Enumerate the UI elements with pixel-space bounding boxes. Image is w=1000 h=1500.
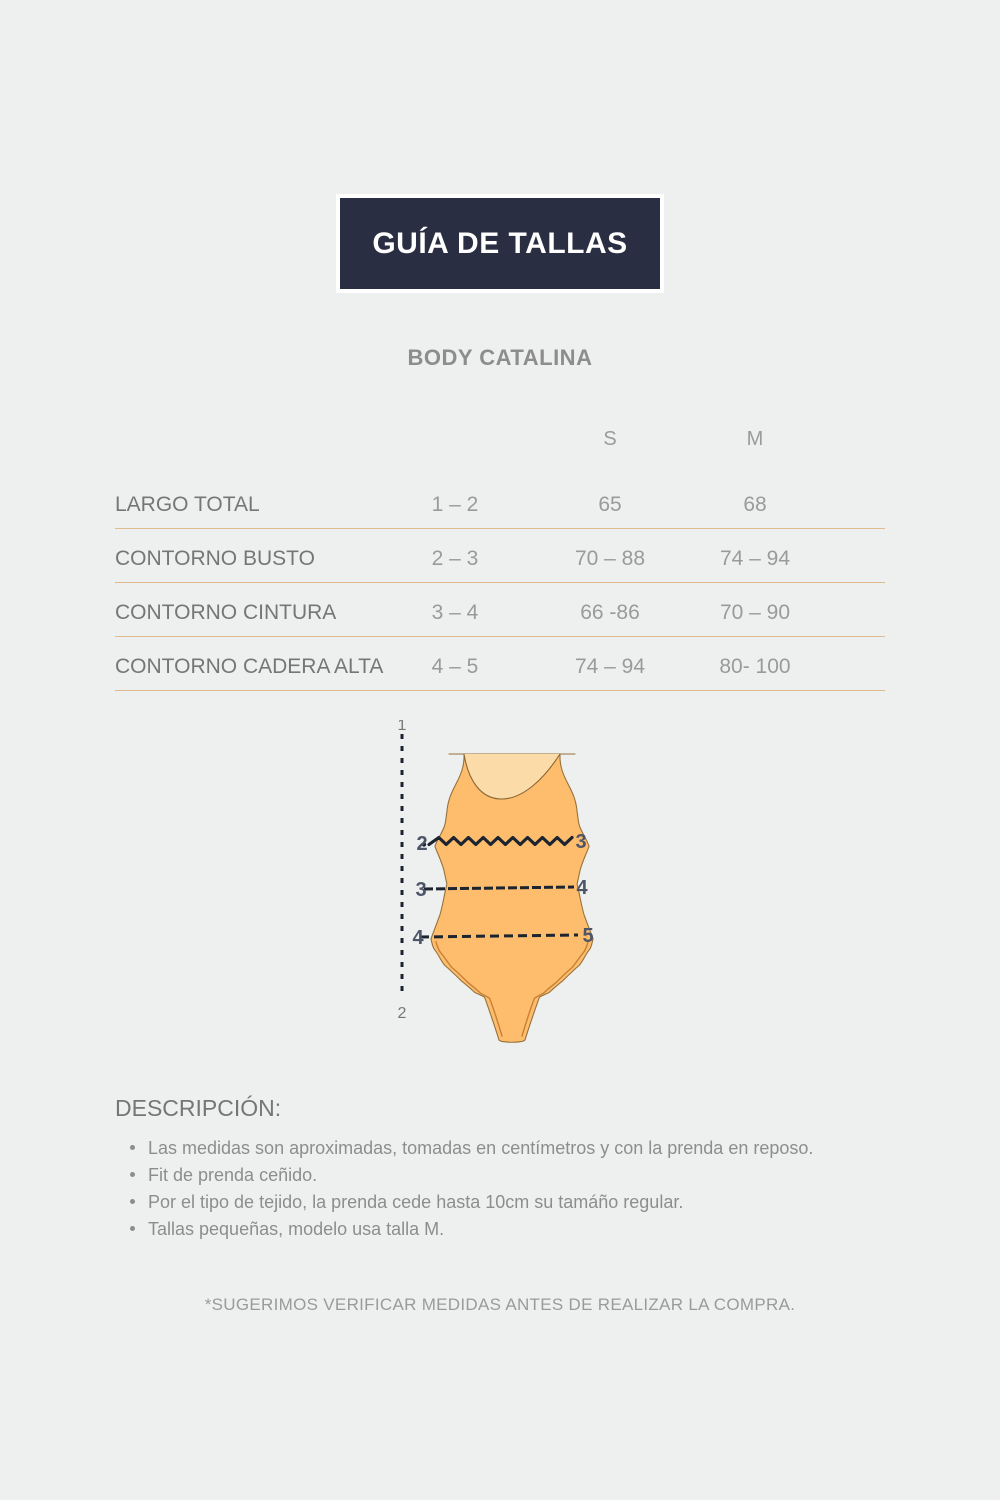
svg-text:1: 1: [398, 720, 407, 734]
svg-text:2: 2: [398, 1005, 407, 1022]
svg-text:5: 5: [582, 925, 593, 947]
svg-text:2: 2: [416, 833, 427, 855]
svg-text:3: 3: [575, 831, 586, 853]
svg-text:4: 4: [576, 877, 588, 899]
svg-text:3: 3: [415, 879, 426, 901]
svg-text:4: 4: [412, 927, 424, 949]
